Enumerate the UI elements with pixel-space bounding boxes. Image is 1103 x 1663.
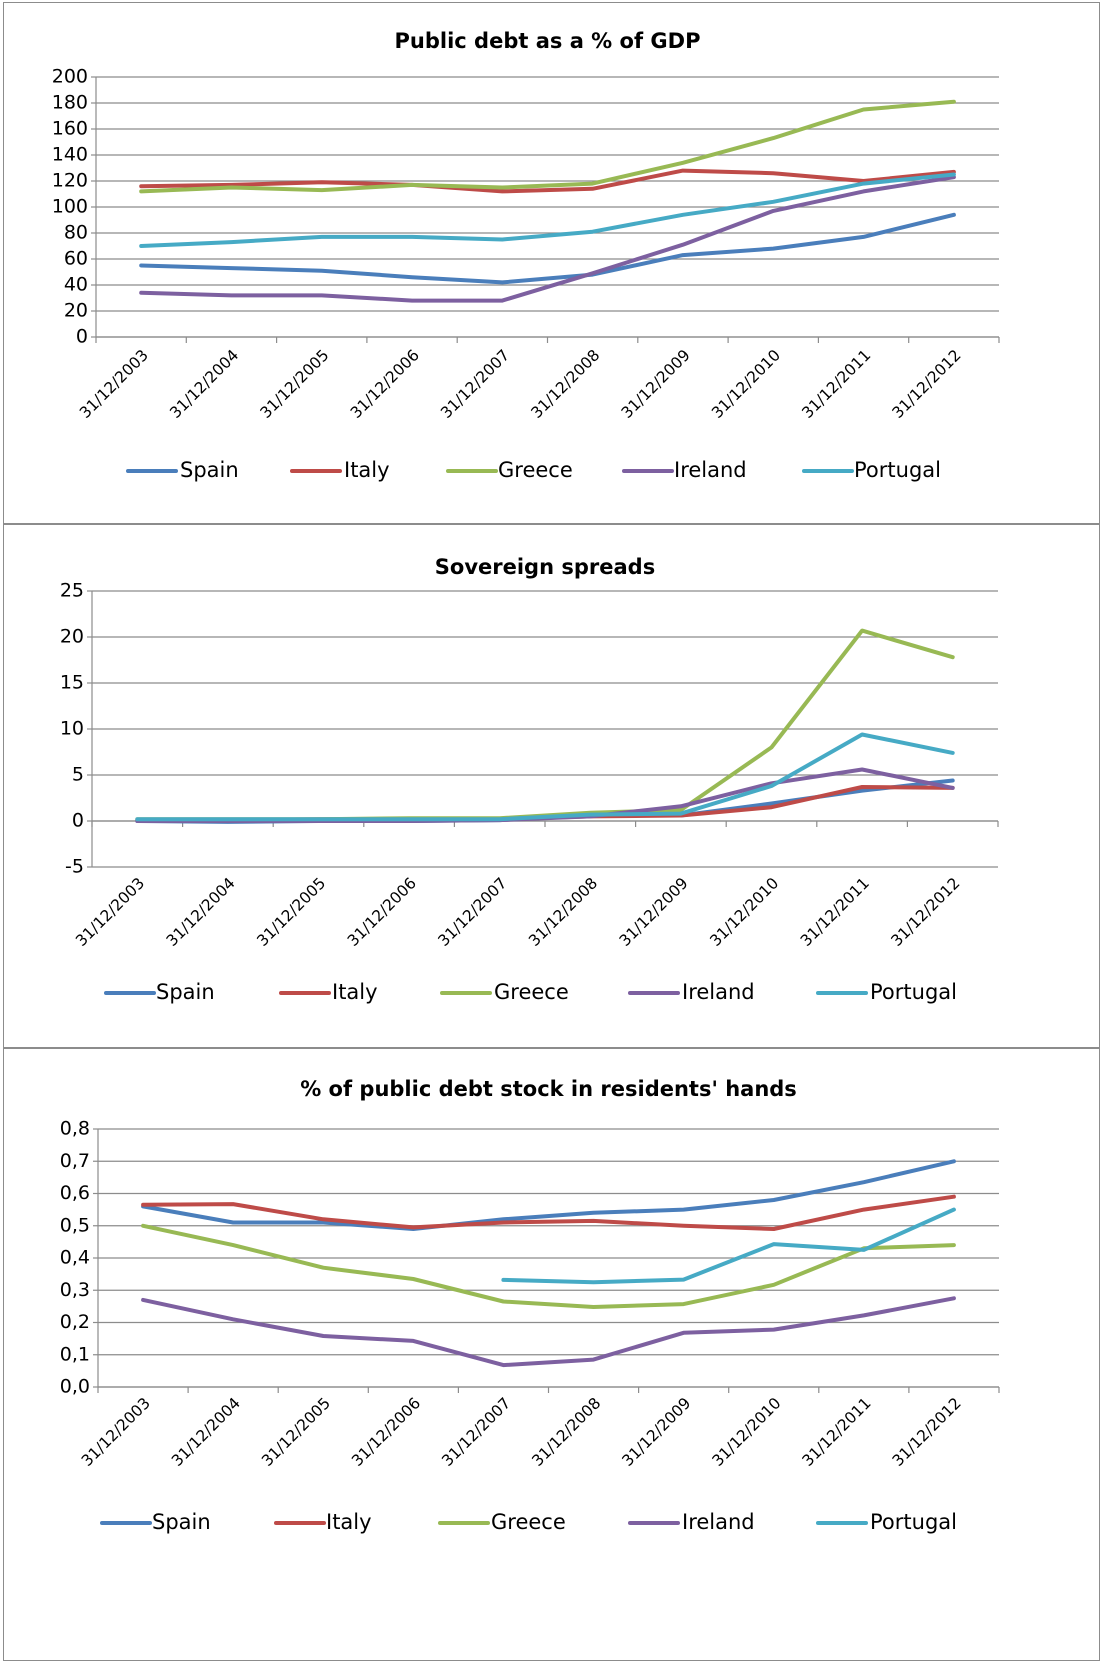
series-line-portugal <box>135 732 955 822</box>
legend-label-ireland: Ireland <box>682 980 755 1004</box>
y-tick-label: 0,4 <box>60 1247 90 1269</box>
y-tick-label: 0,3 <box>60 1279 90 1301</box>
chart-panel-residents-hands: % of public debt stock in residents' han… <box>3 1048 1100 1661</box>
y-tick-label: 40 <box>64 274 88 296</box>
y-tick-label: 160 <box>52 118 88 140</box>
series-line-ireland <box>139 175 956 303</box>
x-tick-label: 31/12/2011 <box>798 346 874 422</box>
x-tick-label: 31/12/2003 <box>76 346 152 422</box>
x-tick-label: 31/12/2009 <box>619 1394 695 1470</box>
x-tick-label: 31/12/2009 <box>616 874 692 950</box>
series-line-portugal <box>501 1207 956 1285</box>
legend-label-italy: Italy <box>332 980 378 1004</box>
y-tick-label: 0,5 <box>60 1214 90 1236</box>
x-tick-label: 31/12/2006 <box>348 1394 424 1470</box>
chart-title: % of public debt stock in residents' han… <box>300 1077 797 1101</box>
x-tick-label: 31/12/2004 <box>163 874 239 950</box>
y-tick-label: 0,2 <box>60 1311 90 1333</box>
x-tick-label: 31/12/2005 <box>253 874 329 950</box>
legend-label-ireland: Ireland <box>674 458 747 482</box>
series-line-greece <box>135 628 955 822</box>
legend-label-spain: Spain <box>152 1510 211 1534</box>
x-tick-label: 31/12/2011 <box>799 1394 875 1470</box>
residents-hands-chart: % of public debt stock in residents' han… <box>60 1077 1000 1534</box>
x-tick-label: 31/12/2004 <box>168 1394 244 1470</box>
y-tick-label: 25 <box>60 580 84 602</box>
y-tick-label: 100 <box>52 196 88 218</box>
y-tick-label: 0 <box>72 810 84 832</box>
legend-label-ireland: Ireland <box>682 1510 755 1534</box>
y-tick-label: 180 <box>52 92 88 114</box>
series-line-spain <box>141 1159 956 1231</box>
chart-title: Public debt as a % of GDP <box>395 29 701 53</box>
series-line-spain <box>139 212 956 285</box>
x-tick-label: 31/12/2012 <box>889 1394 965 1470</box>
legend-label-italy: Italy <box>344 458 390 482</box>
legend-label-greece: Greece <box>494 980 569 1004</box>
legend-label-spain: Spain <box>180 458 239 482</box>
y-tick-label: 60 <box>64 248 88 270</box>
x-tick-label: 31/12/2006 <box>347 346 423 422</box>
x-tick-label: 31/12/2007 <box>437 346 513 422</box>
y-tick-label: 15 <box>60 672 84 694</box>
y-tick-label: 0,8 <box>60 1118 90 1140</box>
y-tick-label: 20 <box>60 626 84 648</box>
series-line-italy <box>141 1194 956 1231</box>
legend-label-portugal: Portugal <box>870 980 957 1004</box>
x-tick-label: 31/12/2008 <box>528 1394 604 1470</box>
y-tick-label: 80 <box>64 222 88 244</box>
x-tick-label: 31/12/2003 <box>78 1394 154 1470</box>
y-tick-label: 0,7 <box>60 1150 90 1172</box>
y-tick-label: 0,1 <box>60 1343 90 1365</box>
y-tick-label: 10 <box>60 718 84 740</box>
legend-label-portugal: Portugal <box>854 458 941 482</box>
x-tick-label: 31/12/2005 <box>258 1394 334 1470</box>
series-line-portugal <box>139 172 956 248</box>
y-tick-label: 5 <box>72 764 84 786</box>
x-tick-label: 31/12/2004 <box>166 346 242 422</box>
x-tick-label: 31/12/2010 <box>709 1394 785 1470</box>
x-tick-label: 31/12/2008 <box>528 346 604 422</box>
y-tick-label: 140 <box>52 144 88 166</box>
series-line-italy <box>139 168 956 194</box>
y-tick-label: 0 <box>76 326 88 348</box>
chart-title: Sovereign spreads <box>435 555 655 579</box>
x-tick-label: 31/12/2006 <box>344 874 420 950</box>
x-tick-label: 31/12/2010 <box>706 874 782 950</box>
y-tick-label: 20 <box>64 300 88 322</box>
y-tick-label: -5 <box>65 856 84 878</box>
x-tick-label: 31/12/2008 <box>525 874 601 950</box>
legend-label-portugal: Portugal <box>870 1510 957 1534</box>
x-tick-label: 31/12/2012 <box>888 874 964 950</box>
y-tick-label: 0,6 <box>60 1182 90 1204</box>
x-tick-label: 31/12/2005 <box>257 346 333 422</box>
legend-label-greece: Greece <box>498 458 573 482</box>
x-tick-label: 31/12/2011 <box>797 874 873 950</box>
legend-label-greece: Greece <box>491 1510 566 1534</box>
y-tick-label: 200 <box>52 66 88 88</box>
x-tick-label: 31/12/2012 <box>889 346 965 422</box>
series-line-greece <box>139 99 956 194</box>
x-tick-label: 31/12/2009 <box>618 346 694 422</box>
y-tick-label: 120 <box>52 170 88 192</box>
public-debt-chart: Public debt as a % of GDP 0 20 40 60 80 100 120… <box>52 29 1000 482</box>
chart-panel-sovereign-spreads: Sovereign spreads -5 0 5 10 15 20 25 31/12/2003 3… <box>3 524 1100 1048</box>
series-line-ireland <box>141 1296 956 1368</box>
x-tick-label: 31/12/2007 <box>438 1394 514 1470</box>
series-line-greece <box>141 1223 956 1309</box>
x-tick-label: 31/12/2003 <box>72 874 148 950</box>
x-tick-label: 31/12/2007 <box>435 874 511 950</box>
legend-label-spain: Spain <box>156 980 215 1004</box>
y-tick-label: 0,0 <box>60 1376 90 1398</box>
legend-label-italy: Italy <box>326 1510 372 1534</box>
x-tick-label: 31/12/2010 <box>708 346 784 422</box>
chart-panel-public-debt: Public debt as a % of GDP 0 20 40 60 80 100 120… <box>3 2 1100 524</box>
